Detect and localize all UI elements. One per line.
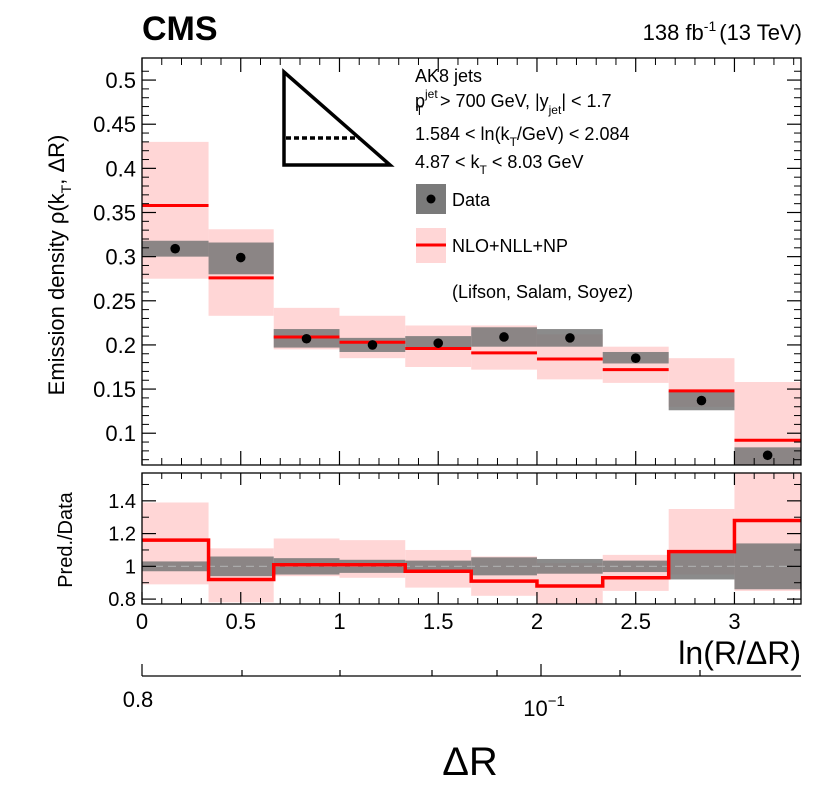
ratio-ytick-label-1: 1 <box>125 556 136 578</box>
data-points <box>170 243 773 461</box>
data-point-bin-5 <box>499 332 509 342</box>
ratio-data-band-bin-4 <box>405 560 472 573</box>
main-ytick-label-6: 0.4 <box>105 156 136 181</box>
ratio-xtick-label-5: 2.5 <box>620 609 651 634</box>
data-point-bin-2 <box>301 333 312 344</box>
main-x-ticks <box>141 58 795 465</box>
ratio-ytick-label-0: 0.8 <box>108 589 136 611</box>
legend-data-marker <box>426 194 436 204</box>
ratio-panel: 0.8 1 1.2 1.4 0 0.5 1 1.5 2 2.5 3 Pred./Data ln(R… <box>55 472 802 671</box>
ratio-y-axis-title: Pred./Data <box>55 491 77 587</box>
ratio-data-band-bin-6 <box>536 558 603 574</box>
ratio-xtick-label-6: 3 <box>728 609 740 634</box>
legend-lnkt-range: 1.584 < ln(kT/GeV) < 2.084 <box>415 124 629 149</box>
data-point-bin-9 <box>762 450 773 461</box>
luminosity-label: 138 fb-1 (13 TeV) <box>643 18 802 45</box>
lund-plane-triangle-icon <box>282 68 395 167</box>
main-y-axis-title: Emission density ρ(kT, ΔR) <box>44 135 74 396</box>
ratio-x-ticks: 0 0.5 1 1.5 2 2.5 3 <box>136 473 795 634</box>
main-panel: 0.1 0.15 0.2 0.25 0.3 0.35 0.4 0.45 0.5 Emission… <box>44 57 802 466</box>
ratio-ytick-label-3: 1.4 <box>108 491 136 513</box>
ratio-data-band-bin-1 <box>208 556 274 577</box>
cms-label: CMS <box>142 10 218 48</box>
theory-band-bin-0 <box>142 141 209 279</box>
data-point-bin-4 <box>433 338 444 348</box>
legend-kt-range: 4.87 < kT < 8.03 GeV <box>415 152 583 177</box>
ratio-data-band-bin-5 <box>471 557 537 576</box>
ratio-theory-bands <box>142 473 801 604</box>
main-ytick-label-4: 0.3 <box>105 245 136 270</box>
secondary-tick-label-left: 0.8 <box>123 687 154 712</box>
legend-pt-cut: pjet T > 700 GeV, |yjet| < 1.7 <box>415 87 612 118</box>
legend-theory-label: NLO+NLL+NP <box>452 236 568 256</box>
main-ytick-label-5: 0.35 <box>93 201 136 226</box>
ratio-y-ticks: 0.8 1 1.2 1.4 <box>108 483 801 611</box>
legend-reference: (Lifson, Salam, Soyez) <box>452 282 633 302</box>
main-ytick-label-7: 0.45 <box>93 112 136 137</box>
data-point-bin-7 <box>630 353 641 363</box>
ratio-xtick-label-1: 0.5 <box>225 609 256 634</box>
legend-jet-type: AK8 jets <box>415 66 482 86</box>
secondary-tick-label-mid: 10−1 <box>523 693 565 721</box>
main-panel-frame <box>141 57 802 466</box>
ratio-theory-band-bin-7 <box>602 554 669 591</box>
secondary-axis: 0.8 10−1 ΔR <box>123 664 801 784</box>
main-ytick-label-3: 0.25 <box>93 289 136 314</box>
legend: AK8 jets pjet T > 700 GeV, |yjet| < 1.7 1… <box>415 66 633 302</box>
ratio-data-band-bin-7 <box>602 560 669 573</box>
theory-prediction-lines <box>142 203 801 442</box>
ratio-ytick-label-2: 1.2 <box>108 524 136 546</box>
secondary-axis-ticks <box>141 664 701 676</box>
data-point-bin-8 <box>696 395 707 406</box>
ratio-theory-band-bin-0 <box>142 502 209 585</box>
main-ytick-label-1: 0.15 <box>93 377 136 402</box>
ratio-panel-frame <box>141 472 802 605</box>
ratio-theory-step-line <box>142 518 801 588</box>
ratio-xtick-label-3: 1.5 <box>423 609 454 634</box>
ratio-xtick-label-4: 2 <box>531 609 543 634</box>
ratio-xtick-label-2: 1 <box>333 609 345 634</box>
secondary-axis-title: ΔR <box>442 740 498 784</box>
main-ytick-label-8: 0.5 <box>105 68 136 93</box>
data-point-bin-3 <box>367 340 378 350</box>
data-point-bin-1 <box>235 252 246 263</box>
legend-data-label: Data <box>452 190 491 210</box>
main-ytick-label-2: 0.2 <box>105 333 136 358</box>
data-point-bin-6 <box>565 333 575 343</box>
main-y-ticks: 0.1 0.15 0.2 0.25 0.3 0.35 0.4 0.45 0.5 <box>93 68 801 461</box>
ratio-x-axis-title: ln(R/ΔR) <box>678 635 801 671</box>
main-ytick-label-0: 0.1 <box>105 421 136 446</box>
data-point-bin-0 <box>170 243 180 254</box>
ratio-xtick-label-0: 0 <box>136 609 148 634</box>
